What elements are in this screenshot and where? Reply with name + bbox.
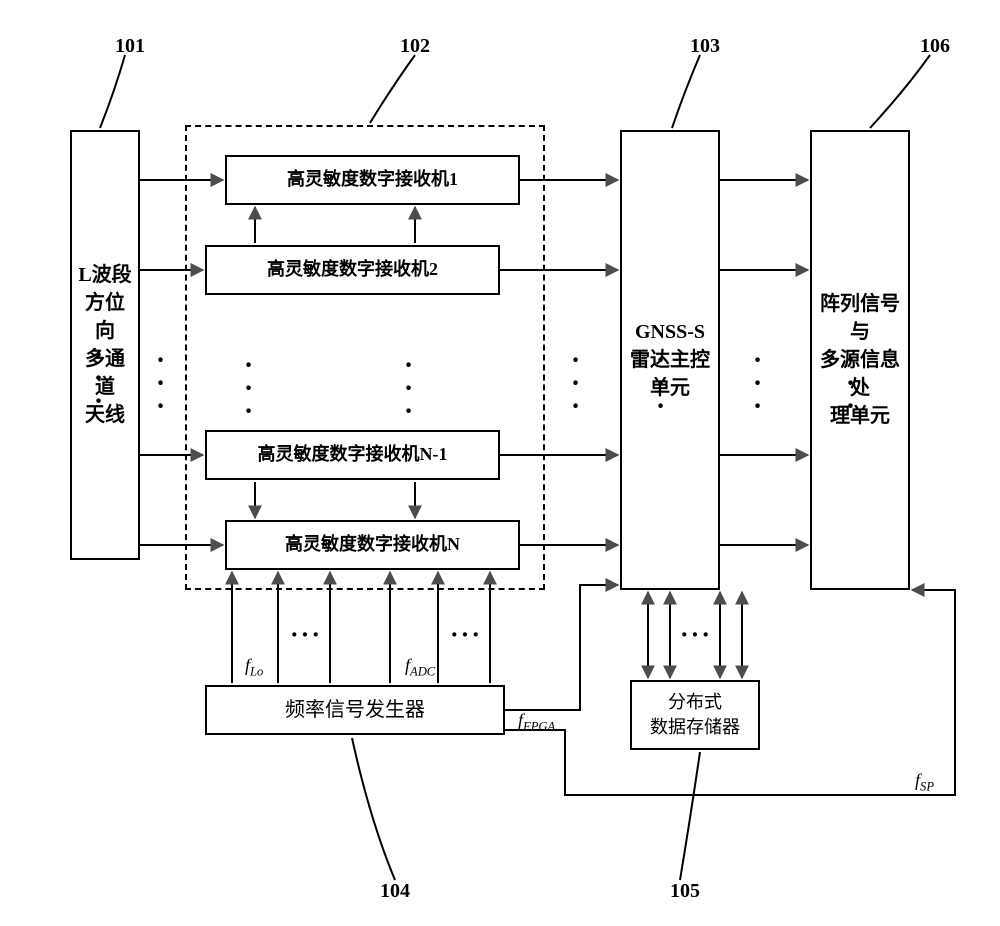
label-fLo: fLo [245,655,263,680]
callout-101: 101 [115,35,145,58]
label-fSP: fSP [915,770,934,795]
callout-105: 105 [670,880,700,903]
block-storage: 分布式数据存储器 [630,680,760,750]
block-rx1: 高灵敏度数字接收机1 [225,155,520,205]
callout-103: 103 [690,35,720,58]
block-freq-gen: 频率信号发生器 [205,685,505,735]
label-fFPGA: fFPGA [518,710,555,735]
block-rxN: 高灵敏度数字接收机N [225,520,520,570]
label-fADC: fADC [405,655,435,680]
diagram-canvas: L波段方位向多通道天线 高灵敏度数字接收机1 高灵敏度数字接收机2 高灵敏度数字… [0,0,1000,926]
block-rxNm1: 高灵敏度数字接收机N-1 [205,430,500,480]
callout-106: 106 [920,35,950,58]
block-rx2: 高灵敏度数字接收机2 [205,245,500,295]
callout-102: 102 [400,35,430,58]
callout-104: 104 [380,880,410,903]
